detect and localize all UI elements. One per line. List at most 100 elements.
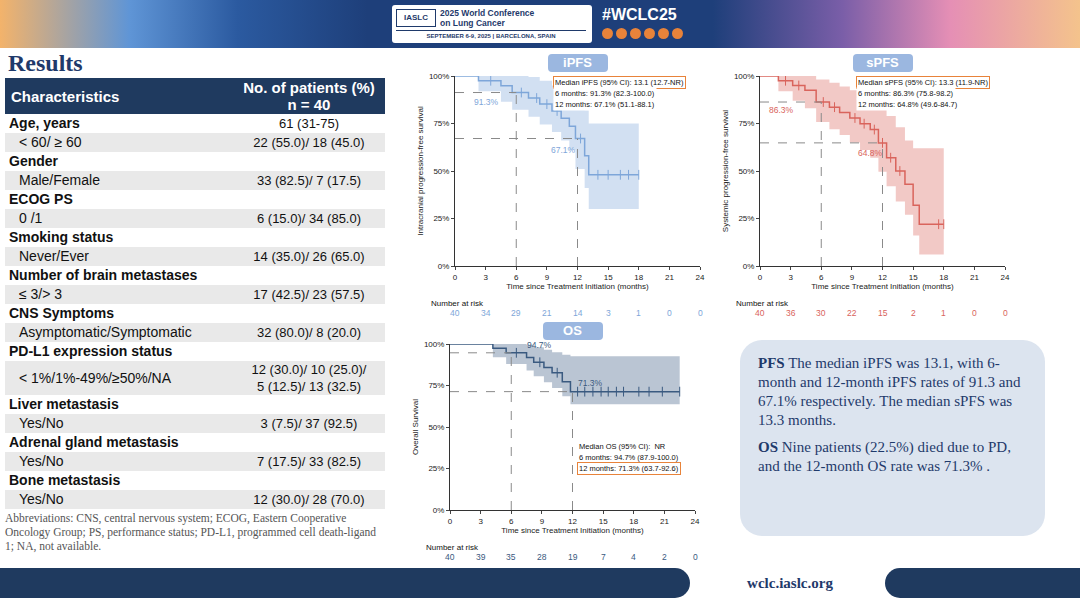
svg-text:0: 0 — [758, 273, 763, 282]
svg-text:36: 36 — [786, 308, 796, 318]
svg-text:64.8%: 64.8% — [858, 148, 883, 158]
svg-text:15: 15 — [878, 308, 888, 318]
svg-text:Number at risk: Number at risk — [736, 299, 789, 308]
svg-text:30: 30 — [816, 308, 826, 318]
svg-text:19: 19 — [568, 552, 578, 562]
html-text:Results: Results — [8, 50, 83, 76]
svg-text:9: 9 — [850, 273, 855, 282]
html-text:Abbreviations: CNS, central ne: Abbreviations: CNS, central nervous syst… — [5, 512, 377, 552]
svg-text:Time since Treatment Initiatio: Time since Treatment Initiation (months) — [506, 282, 649, 291]
svg-text:100%: 100% — [734, 72, 754, 81]
svg-text:91.3%: 91.3% — [474, 97, 499, 107]
svg-text:0: 0 — [448, 517, 453, 526]
svg-text:15: 15 — [599, 517, 608, 526]
svg-text:3: 3 — [478, 517, 483, 526]
svg-text:75%: 75% — [738, 119, 754, 128]
svg-text:0%: 0% — [438, 262, 450, 271]
svg-text:75%: 75% — [433, 119, 449, 128]
svg-text:40: 40 — [445, 552, 455, 562]
svg-text:67.1%: 67.1% — [551, 145, 576, 155]
svg-text:100%: 100% — [429, 72, 449, 81]
svg-text:0%: 0% — [743, 262, 755, 271]
svg-text:40: 40 — [450, 308, 460, 318]
html-text:PFS The median iPFS was 13.1,: PFS The median iPFS was 13.1, with 6-mon… — [758, 355, 1021, 428]
svg-text:2: 2 — [662, 552, 667, 562]
svg-text:Median iPFS (95% CI): 13.1 (12: Median iPFS (95% CI): 13.1 (12.7-NR) — [555, 78, 684, 87]
svg-text:6: 6 — [509, 517, 514, 526]
svg-text:9: 9 — [545, 273, 550, 282]
svg-text:12 months: 67.1% (51.1-88.1): 12 months: 67.1% (51.1-88.1) — [555, 100, 655, 109]
svg-text:94.7%: 94.7% — [527, 340, 552, 350]
svg-text:Median sPFS (95% CI): 13.3 (11: Median sPFS (95% CI): 13.3 (11.9-NR) — [858, 78, 988, 87]
svg-text:86.3%: 86.3% — [769, 105, 794, 115]
svg-text:Systemic progression-free surv: Systemic progression-free survival — [721, 110, 730, 232]
svg-text:34: 34 — [481, 308, 491, 318]
svg-text:6: 6 — [514, 273, 519, 282]
svg-text:24: 24 — [1001, 273, 1010, 282]
svg-text:22: 22 — [847, 308, 857, 318]
svg-text:9: 9 — [540, 517, 545, 526]
svg-text:40: 40 — [755, 308, 765, 318]
svg-text:Number at risk: Number at risk — [426, 543, 479, 552]
svg-text:35: 35 — [506, 552, 516, 562]
svg-text:50%: 50% — [428, 423, 444, 432]
svg-text:0: 0 — [667, 308, 672, 318]
svg-text:21: 21 — [665, 273, 674, 282]
svg-text:25%: 25% — [738, 214, 754, 223]
svg-text:12: 12 — [573, 273, 582, 282]
svg-text:4: 4 — [631, 552, 636, 562]
svg-text:0: 0 — [698, 308, 703, 318]
svg-text:12 months: 71.3% (63.7-92.6): 12 months: 71.3% (63.7-92.6) — [579, 464, 679, 473]
svg-text:25%: 25% — [428, 464, 444, 473]
svg-text:6 months: 86.3% (75.8-98.2): 6 months: 86.3% (75.8-98.2) — [858, 89, 954, 98]
html-text:Characteristics: Characteristics — [11, 87, 120, 105]
svg-text:Median OS (95% CI): NR: Median OS (95% CI): NR — [579, 442, 666, 451]
svg-text:Overall Survival: Overall Survival — [411, 399, 420, 455]
svg-text:3: 3 — [606, 308, 611, 318]
svg-text:Time since Treatment Initiatio: Time since Treatment Initiation (months) — [501, 526, 644, 535]
svg-text:1: 1 — [636, 308, 641, 318]
svg-text:Time since Treatment Initiatio: Time since Treatment Initiation (months) — [811, 282, 954, 291]
html-text:#WCLC25: #WCLC25 — [602, 6, 677, 23]
svg-text:15: 15 — [604, 273, 613, 282]
svg-text:75%: 75% — [428, 381, 444, 390]
svg-text:71.3%: 71.3% — [578, 378, 603, 388]
svg-text:Intracranial progression-free: Intracranial progression-free survival — [416, 106, 425, 236]
svg-text:Number at risk: Number at risk — [431, 299, 484, 308]
svg-text:39: 39 — [476, 552, 486, 562]
svg-text:0: 0 — [693, 552, 698, 562]
svg-text:0: 0 — [1003, 308, 1008, 318]
svg-text:12: 12 — [568, 517, 577, 526]
svg-text:6: 6 — [819, 273, 824, 282]
svg-text:50%: 50% — [738, 167, 754, 176]
svg-text:0%: 0% — [433, 506, 445, 515]
svg-text:18: 18 — [634, 273, 643, 282]
svg-text:18: 18 — [629, 517, 638, 526]
html-text:No. of patients (%): No. of patients (%) — [243, 79, 375, 96]
svg-text:50%: 50% — [433, 167, 449, 176]
svg-text:100%: 100% — [424, 340, 444, 349]
svg-text:1: 1 — [941, 308, 946, 318]
svg-text:28: 28 — [537, 552, 547, 562]
svg-text:24: 24 — [696, 273, 705, 282]
svg-text:24: 24 — [691, 517, 700, 526]
svg-text:0: 0 — [453, 273, 458, 282]
svg-text:25%: 25% — [433, 214, 449, 223]
svg-text:15: 15 — [909, 273, 918, 282]
svg-text:29: 29 — [511, 308, 521, 318]
svg-text:0: 0 — [972, 308, 977, 318]
svg-text:12: 12 — [878, 273, 887, 282]
svg-text:21: 21 — [542, 308, 552, 318]
svg-text:21: 21 — [970, 273, 979, 282]
html-text:OS Nine patients (22.5%) died: OS Nine patients (22.5%) died due to PD,… — [758, 439, 1011, 474]
svg-text:6 months: 91.3% (82.3-100.0): 6 months: 91.3% (82.3-100.0) — [555, 89, 655, 98]
svg-text:14: 14 — [573, 308, 583, 318]
svg-text:7: 7 — [601, 552, 606, 562]
svg-text:2: 2 — [911, 308, 916, 318]
svg-text:3: 3 — [483, 273, 488, 282]
svg-text:3: 3 — [788, 273, 793, 282]
svg-text:12 months: 64.8% (49.6-84.7): 12 months: 64.8% (49.6-84.7) — [858, 100, 958, 109]
svg-text:21: 21 — [660, 517, 669, 526]
svg-text:6 months: 94.7% (87.9-100.0): 6 months: 94.7% (87.9-100.0) — [579, 453, 679, 462]
svg-text:18: 18 — [939, 273, 948, 282]
